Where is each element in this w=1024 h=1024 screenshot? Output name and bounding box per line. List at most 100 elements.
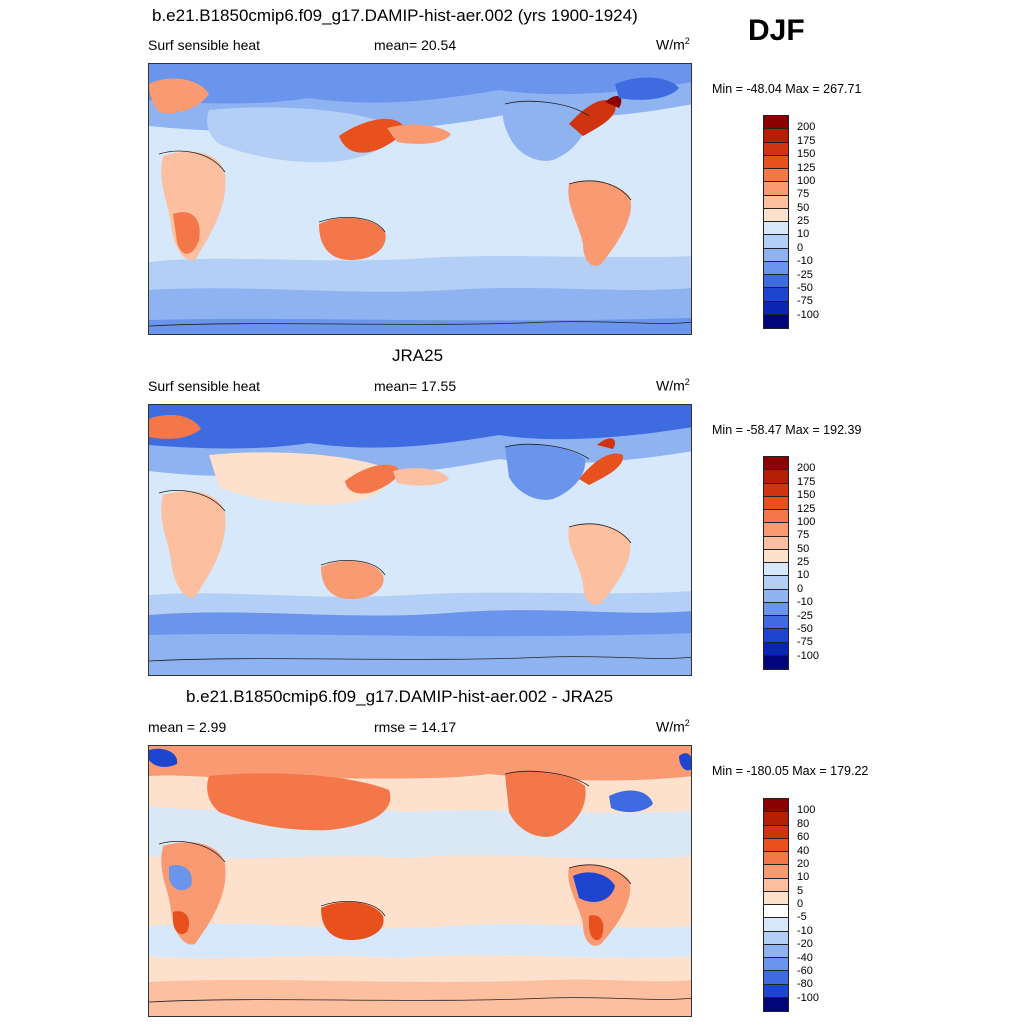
- mean-label: mean = 2.99: [148, 719, 227, 735]
- colorbar-tick-label: -50: [797, 281, 813, 294]
- colorbar-tick-label: 100: [797, 174, 816, 187]
- colorbar-swatch: [764, 195, 788, 209]
- colorbar-tick-label: -80: [797, 978, 813, 991]
- colorbar-tick-label: 0: [797, 898, 804, 910]
- colorbar-swatch: [764, 984, 788, 998]
- panel-title: b.e21.B1850cmip6.f09_g17.DAMIP-hist-aer.…: [186, 687, 614, 706]
- colorbar-swatch: [764, 129, 788, 143]
- colorbar-tick-label: 50: [797, 201, 810, 214]
- colorbar-tick-label: -60: [797, 964, 813, 977]
- colorbar-swatch: [764, 563, 788, 577]
- colorbar-tick-label: 100: [797, 515, 816, 528]
- map-difference: [148, 745, 692, 1017]
- colorbar-tick-label: -75: [797, 295, 813, 308]
- colorbar-tick-label: 125: [797, 502, 816, 515]
- colorbar-difference: [763, 798, 789, 1012]
- colorbar-swatch: [764, 616, 788, 630]
- colorbar-swatch: [764, 799, 788, 813]
- colorbar-swatch: [764, 852, 788, 866]
- colorbar-tick-label: -20: [797, 938, 813, 951]
- colorbar-tick-label: 175: [797, 134, 816, 147]
- colorbar-tick-label: -5: [797, 911, 807, 924]
- variable-label: Surf sensible heat: [148, 37, 261, 53]
- colorbar-swatch: [764, 589, 788, 603]
- colorbar-swatch: [764, 314, 788, 328]
- colorbar-tick-label: -25: [797, 609, 813, 622]
- colorbar-tick-label: 150: [797, 489, 816, 502]
- panel-title: JRA25: [392, 346, 444, 365]
- colorbar-tick-label: 25: [797, 556, 810, 568]
- colorbar-swatch: [764, 878, 788, 892]
- min-max-label: Min = -58.47 Max = 192.39: [712, 423, 862, 437]
- colorbar-swatch: [764, 536, 788, 550]
- colorbar-tick-label: -100: [797, 308, 820, 321]
- colorbar-tick-label: 125: [797, 161, 816, 174]
- variable-label: Surf sensible heat: [148, 378, 261, 394]
- colorbar-swatch: [764, 155, 788, 169]
- colorbar-swatch: [764, 958, 788, 972]
- colorbar-swatch: [764, 301, 788, 315]
- colorbar-reference: [763, 456, 789, 670]
- colorbar-tick-label: -75: [797, 636, 813, 649]
- colorbar-swatch: [764, 523, 788, 537]
- colorbar-tick-label: 60: [797, 831, 810, 844]
- colorbar-tick-label: 200: [797, 121, 816, 134]
- colorbar-tick-label: -10: [797, 924, 813, 937]
- colorbar-swatch: [764, 248, 788, 262]
- colorbar-tick-label: 200: [797, 462, 816, 475]
- colorbar-swatch: [764, 142, 788, 156]
- colorbar-swatch: [764, 642, 788, 656]
- colorbar-swatch: [764, 235, 788, 249]
- colorbar-tick-label: -100: [797, 991, 820, 1004]
- colorbar-tick-label: -100: [797, 649, 820, 662]
- colorbar-tick-label: 75: [797, 529, 810, 542]
- colorbar-tick-label: 5: [797, 884, 804, 897]
- units-label: W/m2: [656, 377, 690, 394]
- colorbar-swatch: [764, 288, 788, 302]
- colorbar-swatch: [764, 891, 788, 905]
- colorbar-swatch: [764, 483, 788, 497]
- mean-label: mean= 20.54: [374, 37, 457, 53]
- colorbar-swatch: [764, 931, 788, 945]
- season-label: DJF: [748, 14, 805, 47]
- colorbar-model: [763, 115, 789, 329]
- colorbar-swatch: [764, 496, 788, 510]
- colorbar-swatch: [764, 905, 788, 919]
- map-model: [148, 63, 692, 335]
- colorbar-tick-label: 150: [797, 148, 816, 161]
- panel-title: b.e21.B1850cmip6.f09_g17.DAMIP-hist-aer.…: [152, 6, 638, 25]
- colorbar-swatch: [764, 997, 788, 1011]
- colorbar-tick-label: 75: [797, 188, 810, 201]
- colorbar-tick-label: 10: [797, 228, 810, 241]
- rmse-label: rmse = 14.17: [374, 719, 457, 735]
- colorbar-tick-label: 10: [797, 871, 810, 884]
- colorbar-swatch: [764, 825, 788, 839]
- min-max-label: Min = -180.05 Max = 179.22: [712, 764, 869, 778]
- colorbar-tick-label: -10: [797, 255, 813, 268]
- colorbar-swatch: [764, 629, 788, 643]
- colorbar-tick-label: 100: [797, 804, 816, 817]
- colorbar-swatch: [764, 208, 788, 222]
- mean-label: mean= 17.55: [374, 378, 457, 394]
- colorbar-tick-label: 10: [797, 569, 810, 582]
- colorbar-swatch: [764, 222, 788, 236]
- colorbar-tick-label: -40: [797, 951, 813, 964]
- colorbar-swatch: [764, 602, 788, 616]
- colorbar-swatch: [764, 576, 788, 590]
- units-label: W/m2: [656, 36, 690, 53]
- units-label: W/m2: [656, 718, 690, 735]
- colorbar-tick-label: -10: [797, 596, 813, 609]
- colorbar-swatch: [764, 918, 788, 932]
- colorbar-swatch: [764, 275, 788, 289]
- colorbar-swatch: [764, 116, 788, 130]
- colorbar-swatch: [764, 470, 788, 484]
- colorbar-tick-label: 0: [797, 582, 804, 595]
- colorbar-swatch: [764, 944, 788, 958]
- colorbar-swatch: [764, 510, 788, 524]
- colorbar-swatch: [764, 865, 788, 879]
- colorbar-swatch: [764, 549, 788, 563]
- colorbar-tick-label: -25: [797, 268, 813, 281]
- colorbar-tick-label: 0: [797, 241, 804, 254]
- min-max-label: Min = -48.04 Max = 267.71: [712, 82, 862, 96]
- colorbar-tick-label: 20: [797, 857, 810, 870]
